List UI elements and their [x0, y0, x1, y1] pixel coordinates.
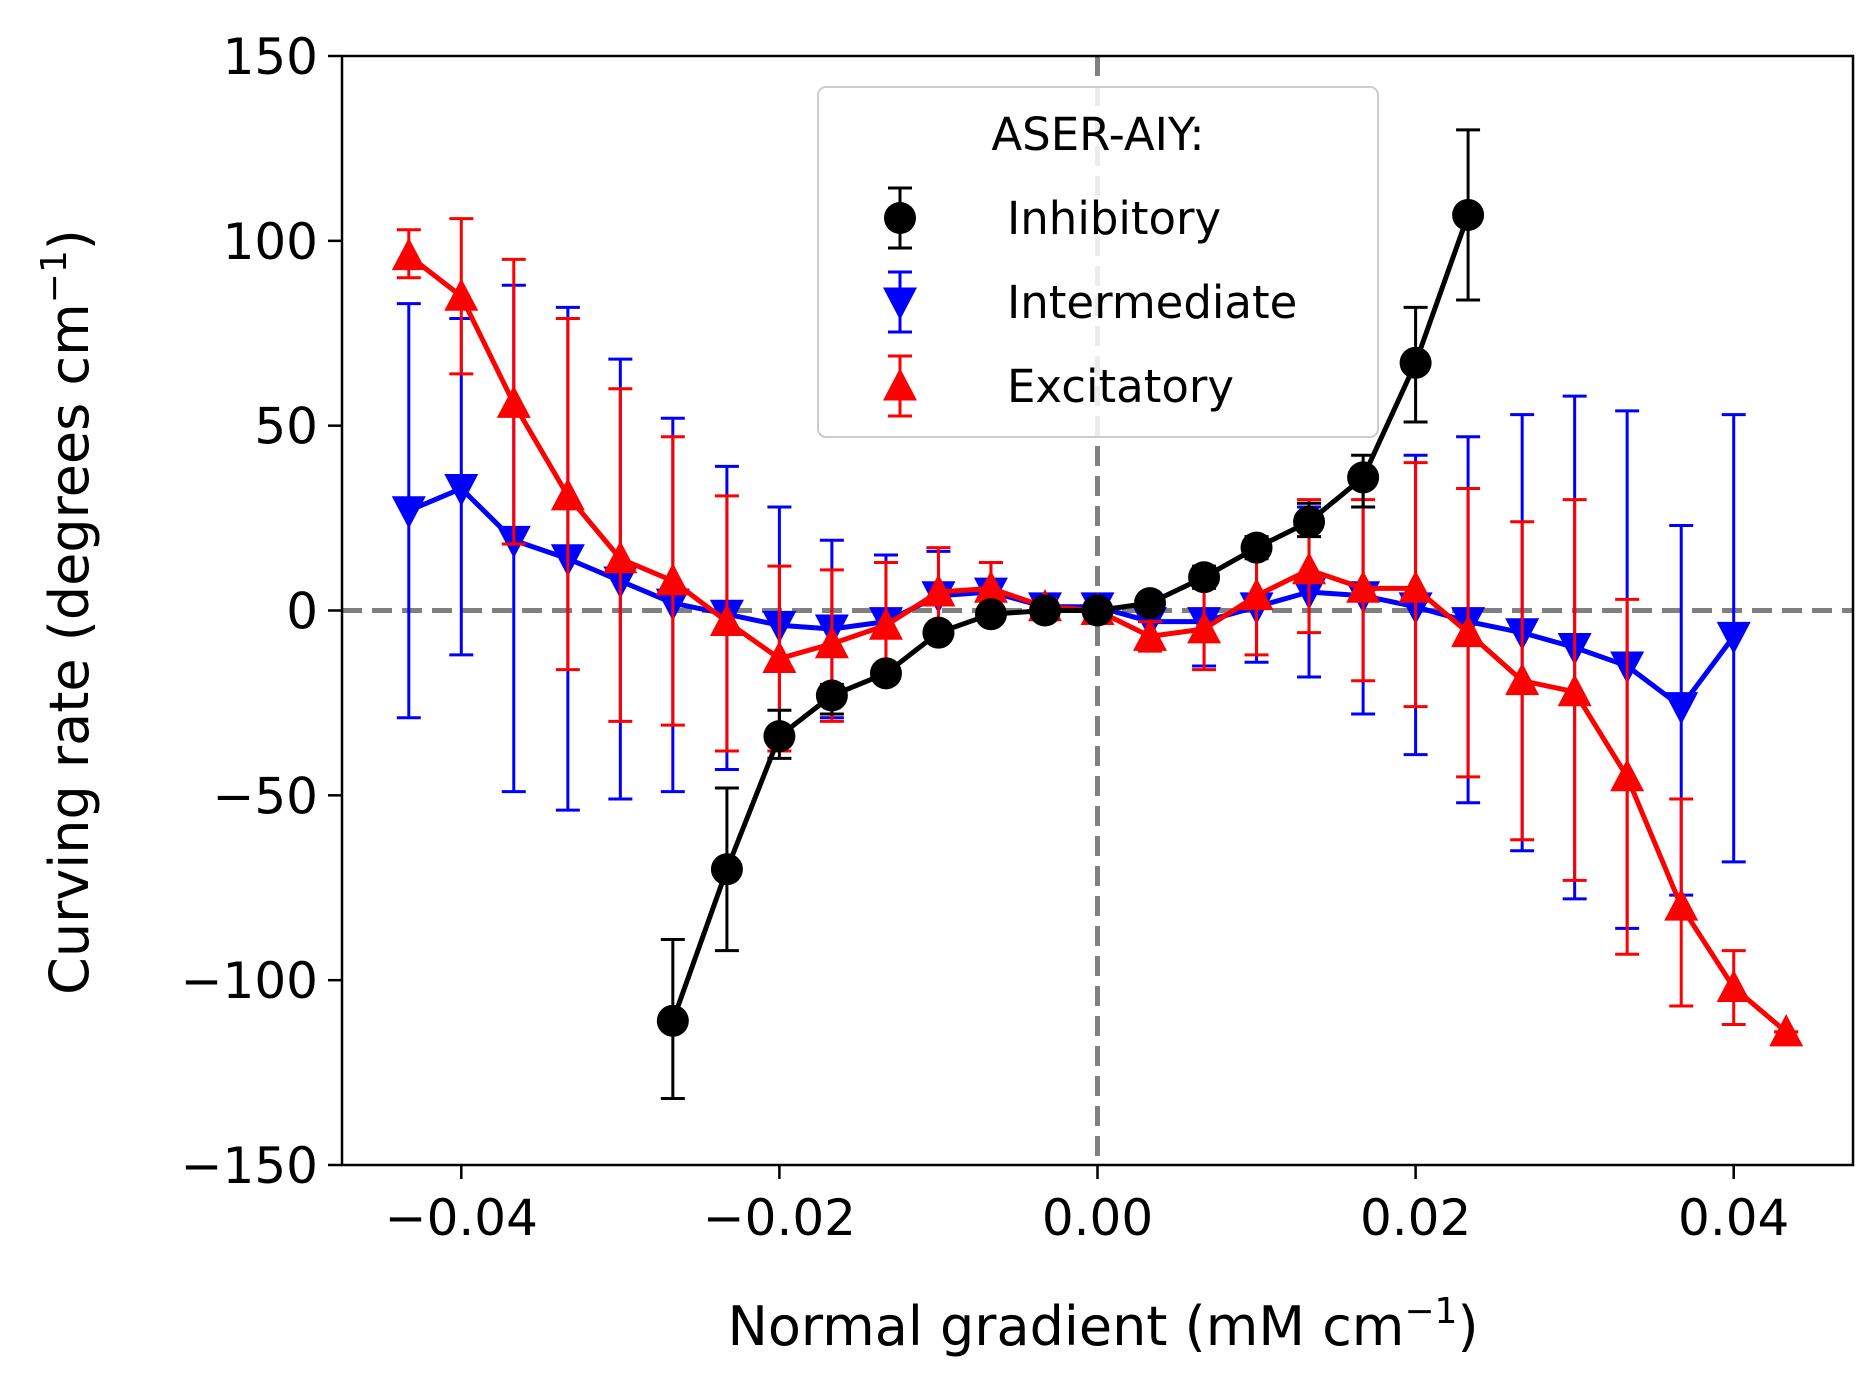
data-point	[1240, 531, 1273, 564]
data-point	[1664, 888, 1699, 921]
data-point	[922, 616, 955, 649]
data-point	[1505, 662, 1540, 696]
legend-box	[817, 86, 1379, 438]
legend-label: Inhibitory	[1007, 192, 1221, 245]
data-point	[1132, 618, 1167, 651]
data-point	[1610, 759, 1645, 792]
data-point	[444, 474, 479, 507]
data-point	[974, 598, 1007, 631]
data-point	[815, 679, 848, 712]
data-point	[496, 385, 531, 418]
y-axis: −150 −100 −50 0 50 100 150	[181, 28, 342, 1195]
y-tick-label: 100	[223, 213, 318, 271]
legend-label: Intermediate	[1007, 276, 1297, 329]
legend-label: Excitatory	[1007, 360, 1234, 413]
data-point	[1399, 346, 1432, 379]
y-tick-label: −150	[181, 1137, 318, 1195]
data-point	[814, 625, 849, 659]
x-tick-label: −0.04	[385, 1189, 538, 1247]
y-tick-label: −50	[212, 767, 318, 825]
data-point	[656, 1004, 689, 1037]
data-point	[1398, 570, 1433, 603]
x-tick-label: −0.02	[703, 1189, 856, 1247]
data-point	[1716, 621, 1751, 655]
data-point	[1187, 611, 1222, 644]
data-point	[1716, 969, 1751, 1003]
legend-entries: Inhibitory Intermediate Excitatory	[883, 186, 1297, 418]
data-point	[973, 570, 1008, 603]
data-point	[1292, 551, 1327, 585]
data-point	[710, 853, 743, 886]
data-point	[1451, 614, 1486, 648]
data-point	[921, 574, 956, 607]
data-point	[1769, 1014, 1804, 1047]
series-inhibitory	[656, 128, 1485, 1100]
series-line	[670, 214, 1471, 1022]
data-point	[763, 720, 796, 753]
data-point	[1029, 594, 1062, 627]
legend-entry-inhibitory: Inhibitory	[884, 186, 1221, 250]
data-point	[1452, 198, 1485, 231]
x-axis: −0.04 −0.02 0.00 0.02 0.04	[385, 1165, 1789, 1247]
plot-area	[342, 56, 1853, 1165]
legend-marker	[884, 202, 916, 234]
data-point	[1188, 561, 1221, 594]
legend-marker	[883, 368, 917, 401]
data-point	[391, 237, 426, 271]
x-tick-label: 0.02	[1360, 1189, 1471, 1247]
data-point	[1133, 587, 1166, 620]
data-point	[1664, 692, 1699, 725]
data-point	[1239, 577, 1274, 611]
data-point	[391, 496, 426, 529]
data-point	[1081, 594, 1114, 627]
legend-marker	[883, 287, 917, 320]
legend-entry-intermediate: Intermediate	[883, 270, 1297, 334]
legend: ASER-AIY: Inhibitory Intermediate Excitato…	[817, 86, 1379, 438]
data-point	[655, 563, 690, 596]
data-point	[603, 540, 638, 574]
data-point	[1347, 461, 1380, 494]
data-point	[1557, 673, 1592, 707]
legend-title: ASER-AIY:	[991, 108, 1204, 161]
data-point	[868, 607, 903, 640]
data-point	[869, 657, 902, 690]
x-tick-label: 0.00	[1042, 1189, 1153, 1247]
y-tick-label: 150	[223, 28, 318, 86]
data-point	[550, 478, 585, 511]
data-point	[444, 278, 479, 311]
data-point	[1293, 505, 1326, 538]
series-layer	[391, 128, 1804, 1100]
y-axis-label: Curving rate (degrees cm−1)	[34, 229, 101, 995]
y-tick-label: 50	[254, 398, 318, 456]
x-axis-label: Normal gradient (mM cm−1)	[727, 1291, 1478, 1358]
y-tick-label: 0	[286, 583, 318, 641]
data-point	[709, 603, 744, 637]
legend-entry-excitatory: Excitatory	[883, 354, 1234, 418]
data-point	[1346, 570, 1381, 603]
data-point	[762, 640, 797, 674]
y-tick-label: −100	[181, 952, 318, 1010]
x-tick-label: 0.04	[1678, 1189, 1789, 1247]
